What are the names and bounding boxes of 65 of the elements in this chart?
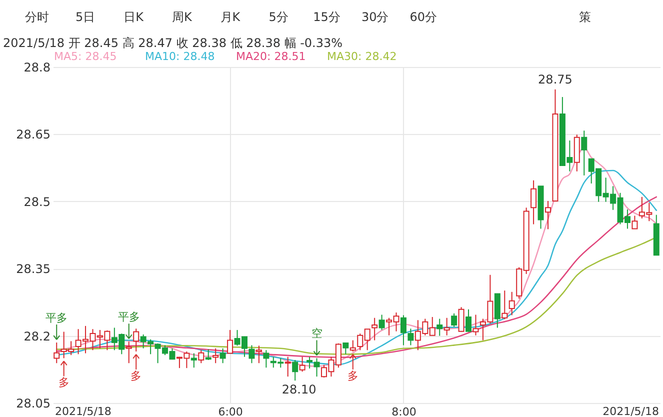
text: 30分 bbox=[361, 10, 389, 24]
candlestick bbox=[350, 340, 356, 352]
candlestick bbox=[256, 345, 262, 364]
candlestick bbox=[133, 328, 140, 352]
text: MA30: 28.42 bbox=[327, 50, 397, 63]
y-tick-label: 28.05 bbox=[16, 396, 50, 410]
annotation: 平多 bbox=[46, 312, 68, 325]
chart-title: 2021/5/18 开 28.45 高 28.47 收 28.38 低 28.38 幅 -0.33% bbox=[3, 36, 343, 50]
text: 2021/5/18 bbox=[602, 405, 659, 417]
text: 5分 bbox=[268, 10, 288, 24]
candlestick bbox=[545, 200, 551, 230]
candlestick bbox=[54, 342, 60, 364]
candlestick bbox=[212, 348, 219, 364]
candlestick bbox=[436, 318, 443, 336]
candlestick bbox=[220, 348, 226, 364]
candlestick bbox=[466, 308, 472, 332]
annotation: 多 bbox=[347, 369, 358, 382]
y-tick-label: 28.5 bbox=[24, 194, 50, 209]
text: MA20: 28.51 bbox=[236, 50, 306, 63]
candlestick bbox=[190, 352, 197, 368]
text: 5日 bbox=[75, 10, 96, 24]
candlestick bbox=[284, 356, 291, 378]
candlestick bbox=[444, 317, 450, 336]
annotation: 多 bbox=[130, 369, 142, 382]
candlestick bbox=[632, 215, 638, 230]
text: 策 bbox=[579, 10, 591, 24]
text: 分时 bbox=[25, 10, 49, 24]
y-tick-label: 28.65 bbox=[16, 128, 50, 142]
x-tick-label: 8:00 bbox=[392, 406, 416, 417]
text: 日K bbox=[124, 10, 145, 24]
annotation: 多 bbox=[58, 376, 70, 390]
candlestick bbox=[458, 306, 464, 332]
candlestick bbox=[451, 312, 458, 328]
text: 2021/5/18 bbox=[55, 405, 112, 417]
candlestick bbox=[198, 350, 204, 364]
candlestick bbox=[472, 314, 479, 336]
candlestick bbox=[408, 328, 414, 346]
text: 周K bbox=[172, 10, 193, 24]
candlestick bbox=[581, 130, 588, 176]
candlestick bbox=[342, 342, 349, 355]
candlestick bbox=[502, 290, 508, 320]
text: 15分 bbox=[313, 10, 340, 24]
y-tick-label: 28.2 bbox=[24, 329, 50, 344]
candlestick bbox=[126, 341, 132, 364]
annotation: 28.75 bbox=[538, 72, 572, 86]
candlestick bbox=[508, 291, 515, 316]
annotation: 平多 bbox=[118, 310, 140, 324]
text: 60分 bbox=[410, 10, 438, 24]
y-tick-label: 28.35 bbox=[16, 262, 50, 276]
candlestick bbox=[372, 317, 378, 341]
candlestick bbox=[205, 348, 212, 360]
candlestick bbox=[378, 314, 385, 330]
text: MA5: 28.45 bbox=[54, 50, 117, 63]
candlestick bbox=[263, 350, 270, 368]
candlestick bbox=[400, 314, 406, 346]
candlestick bbox=[292, 359, 298, 382]
candlestick bbox=[227, 329, 234, 354]
y-tick-label: 28.8 bbox=[24, 60, 50, 74]
annotation: 28.10 bbox=[282, 382, 316, 397]
annotation: 空 bbox=[311, 327, 322, 340]
text: 月K bbox=[220, 10, 242, 24]
text: MA10: 28.48 bbox=[145, 50, 215, 63]
x-tick-label: 6:00 bbox=[218, 406, 243, 417]
candlestick bbox=[299, 356, 306, 372]
candlestick bbox=[530, 180, 537, 225]
